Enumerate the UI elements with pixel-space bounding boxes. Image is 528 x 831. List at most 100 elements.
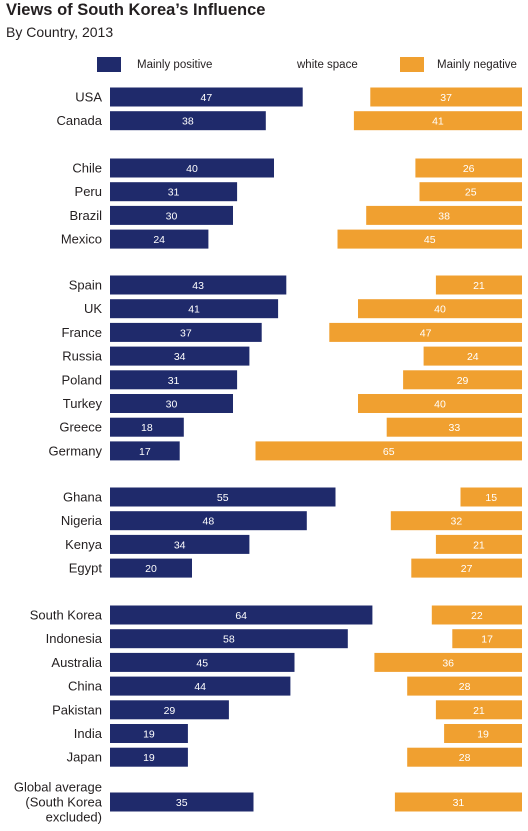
bar-negative-canada [353,111,522,131]
chart-title: Views of South Korea’s Influence [6,1,266,19]
value-label-positive-mexico: 24 [153,234,165,246]
legend: Mainly positive white space Mainly negat… [97,57,517,72]
value-label-negative-india: 19 [477,729,489,741]
bar-positive-kenya [110,534,250,554]
value-label-negative-nigeria: 32 [451,516,463,528]
bar-negative-poland [403,370,522,390]
category-label-south-korea: South Korea [30,608,103,623]
category-label-poland: Poland [62,372,102,387]
bar-positive-pakistan [110,700,229,720]
bar-positive-uk [110,299,279,319]
bar-negative-chile [415,158,522,178]
bar-negative-pakistan [435,700,522,720]
value-label-positive-poland: 31 [168,375,180,387]
category-label-global-average-south-korea-excluded: Global average (South Korea excluded) [14,780,103,825]
value-label-positive-egypt: 20 [145,563,157,575]
value-label-positive-south-korea: 64 [235,610,247,622]
bar-negative-australia [374,652,522,672]
bar-positive-india [110,724,188,743]
value-label-negative-mexico: 45 [424,234,436,246]
category-label-japan: Japan [67,750,102,765]
value-label-negative-south-korea: 22 [471,610,483,622]
bar-negative-brazil [366,205,522,225]
category-label-canada: Canada [56,113,102,128]
value-label-positive-spain: 43 [192,280,204,292]
legend-label-positive: Mainly positive [137,59,212,71]
legend-label-negative: Mainly negative [437,59,517,71]
value-label-positive-ghana: 55 [217,492,229,504]
value-label-positive-canada: 38 [182,116,194,128]
value-label-positive-australia: 45 [196,657,208,669]
value-label-positive-indonesia: 58 [223,634,235,646]
bar-negative-uk [358,299,522,319]
value-label-positive-russia: 34 [174,351,186,363]
value-label-positive-greece: 18 [141,422,153,434]
value-label-positive-brazil: 30 [166,210,178,222]
category-label-egypt: Egypt [69,561,103,576]
value-label-negative-usa: 37 [440,92,452,104]
legend-swatch-positive [97,57,121,72]
bar-negative-turkey [358,394,522,413]
value-label-negative-japan: 28 [459,752,471,764]
bar-negative-mexico [337,229,522,249]
category-label-brazil: Brazil [69,208,102,223]
bar-positive-egypt [110,558,192,578]
category-label-ghana: Ghana [63,490,103,505]
bar-positive-germany [110,441,180,461]
value-label-negative-france: 47 [420,327,432,339]
category-label-australia: Australia [51,655,102,670]
bar-negative-germany [255,441,522,461]
legend-label-middle: white space [296,59,358,71]
value-label-positive-uk: 41 [188,304,200,316]
bar-negative-japan [407,747,522,767]
value-label-negative-russia: 24 [467,351,479,363]
bar-positive-mexico [110,229,209,249]
bar-negative-egypt [411,558,522,578]
value-label-positive-germany: 17 [139,446,151,458]
value-label-positive-turkey: 30 [166,399,178,411]
bar-positive-turkey [110,394,233,413]
value-label-negative-ghana: 15 [485,492,497,504]
bar-negative-nigeria [390,511,522,531]
chart-subtitle: By Country, 2013 [6,24,114,40]
category-label-peru: Peru [75,184,102,199]
value-label-negative-egypt: 27 [461,563,473,575]
value-label-negative-turkey: 40 [434,399,446,411]
value-label-negative-china: 28 [459,681,471,693]
bar-area: USA 47 37 Canada 38 41 Chile 40 26 Peru 31 25 Brazil… [14,87,522,825]
bar-negative-peru [419,182,522,202]
bar-negative-india [444,724,522,743]
value-label-positive-pakistan: 29 [164,705,176,717]
category-label-greece: Greece [59,420,102,435]
bar-positive-canada [110,111,266,131]
value-label-positive-japan: 19 [143,752,155,764]
bar-negative-global-average-south-korea-excluded [394,792,522,812]
bar-negative-china [407,676,522,696]
bar-positive-ghana [110,487,336,507]
bar-positive-chile [110,158,274,178]
value-label-positive-chile: 40 [186,163,198,175]
bar-negative-greece [386,417,522,437]
value-label-negative-chile: 26 [463,163,475,175]
bar-negative-russia [423,346,522,366]
value-label-negative-global-average-south-korea-excluded: 31 [453,797,465,809]
legend-swatch-negative [400,57,424,72]
value-label-positive-usa: 47 [201,92,213,104]
value-label-negative-peru: 25 [465,187,477,199]
value-label-positive-france: 37 [180,327,192,339]
category-label-spain: Spain [69,278,102,293]
bar-positive-spain [110,275,287,295]
category-label-france: France [62,325,102,340]
bar-positive-brazil [110,205,233,225]
bar-negative-spain [435,275,522,295]
bar-positive-usa [110,87,303,107]
category-label-nigeria: Nigeria [61,513,103,528]
value-label-negative-canada: 41 [432,116,444,128]
value-label-negative-brazil: 38 [438,210,450,222]
value-label-negative-uk: 40 [434,304,446,316]
bar-positive-south-korea [110,605,373,625]
bar-positive-greece [110,417,184,437]
value-label-positive-china: 44 [194,681,206,693]
category-label-usa: USA [75,90,102,105]
